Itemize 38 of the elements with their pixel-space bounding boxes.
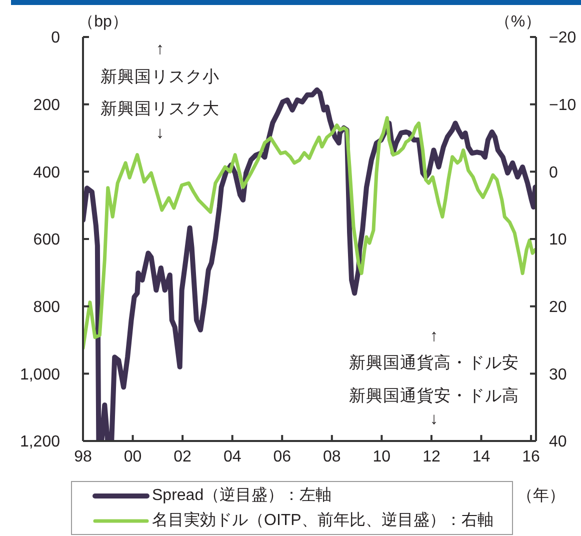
y-tick-label: 1,200 (20, 434, 60, 451)
x-tick-label: 10 (372, 448, 391, 466)
y2-tick-label: 10 (549, 232, 567, 249)
x-tick-label: 02 (174, 448, 192, 466)
annotation: 新興国通貨高・ドル安 (349, 354, 519, 374)
y2-tick-label: −10 (549, 97, 576, 114)
y2-tick-label: 20 (549, 299, 567, 316)
x-tick-label: 04 (223, 448, 242, 466)
annotation: ↓ (156, 124, 164, 144)
legend-label: Spread（逆目盛）：左軸 (152, 486, 332, 506)
y-tick-label: 400 (33, 164, 60, 182)
x-tick-label: 08 (323, 448, 341, 466)
y2-tick-label: 30 (549, 366, 567, 384)
y-tick-label: 1,000 (20, 366, 60, 384)
x-tick-label: 14 (472, 448, 490, 466)
annotation: 新興国リスク大 (100, 100, 220, 120)
x-tick-label: 16 (522, 448, 540, 466)
x-tick-label: 98 (74, 448, 92, 466)
x-tick-label: 12 (422, 448, 440, 466)
legend-label: 名目実効ドル（OITP、前年比、逆目盛）：右軸 (152, 510, 494, 531)
y2-tick-label: 0 (549, 164, 558, 182)
y-tick-label: 600 (33, 232, 60, 249)
annotation: 新興国リスク小 (100, 68, 220, 88)
annotation: ↑ (156, 40, 164, 60)
y2-tick-label: −20 (549, 30, 576, 47)
line-series (83, 116, 536, 350)
y-axis-title: （bp） (78, 12, 128, 32)
y2-axis-title: （%） (494, 12, 542, 32)
annotation: 新興国通貨安・ドル高 (349, 387, 519, 407)
annotation: ↓ (430, 410, 438, 430)
x-axis-title: （年） (517, 486, 565, 506)
y-tick-label: 0 (51, 30, 60, 47)
x-tick-label: 00 (124, 448, 142, 466)
x-tick-label: 06 (273, 448, 292, 466)
y-tick-label: 200 (33, 97, 60, 114)
y-tick-label: 800 (33, 299, 60, 316)
annotation: ↑ (430, 327, 438, 347)
y2-tick-label: 40 (549, 434, 567, 451)
